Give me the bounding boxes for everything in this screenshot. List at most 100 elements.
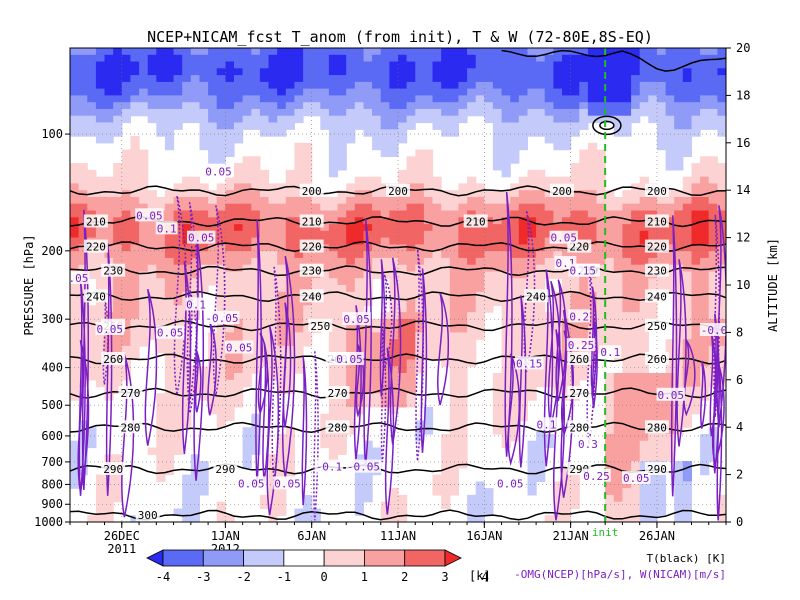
omega-contour bbox=[186, 202, 199, 405]
anomaly-cell bbox=[562, 129, 572, 137]
anomaly-cell bbox=[691, 68, 701, 76]
anomaly-cell bbox=[113, 68, 123, 76]
anomaly-cell bbox=[87, 440, 97, 449]
anomaly-cell bbox=[682, 88, 692, 96]
anomaly-cell bbox=[432, 122, 442, 130]
isotherm-closed bbox=[592, 115, 622, 136]
anomaly-cell bbox=[277, 230, 287, 239]
anomaly-cell bbox=[389, 68, 399, 76]
anomaly-cell bbox=[406, 400, 416, 408]
anomaly-cell bbox=[156, 197, 166, 205]
anomaly-cell bbox=[225, 48, 235, 56]
anomaly-cell bbox=[648, 115, 658, 124]
anomaly-cell bbox=[682, 298, 692, 306]
anomaly-cell bbox=[311, 88, 321, 96]
anomaly-cell bbox=[164, 136, 175, 144]
anomaly-cell bbox=[458, 427, 468, 435]
anomaly-cell bbox=[553, 122, 563, 130]
anomaly-cell bbox=[665, 379, 675, 388]
anomaly-cell bbox=[121, 81, 131, 90]
anomaly-cell bbox=[398, 197, 408, 205]
anomaly-cell bbox=[717, 312, 726, 320]
anomaly-cell bbox=[259, 183, 270, 191]
anomaly-cell bbox=[613, 494, 623, 503]
anomaly-cell bbox=[70, 461, 80, 469]
anomaly-cell bbox=[139, 54, 149, 63]
anomaly-cell bbox=[682, 461, 692, 469]
anomaly-cell bbox=[389, 203, 399, 212]
anomaly-cell bbox=[380, 339, 390, 347]
anomaly-cell bbox=[544, 325, 554, 333]
isotherm-290 bbox=[70, 463, 726, 475]
anomaly-cell bbox=[631, 183, 641, 191]
anomaly-cell bbox=[700, 54, 710, 63]
anomaly-cell bbox=[596, 237, 606, 245]
anomaly-cell bbox=[259, 95, 270, 103]
anomaly-cell bbox=[277, 264, 287, 273]
anomaly-cell bbox=[570, 68, 580, 76]
anomaly-cell bbox=[708, 88, 718, 96]
anomaly-cell bbox=[432, 345, 442, 354]
anomaly-cell bbox=[544, 136, 554, 144]
anomaly-cell bbox=[536, 237, 546, 245]
anomaly-cell bbox=[717, 298, 726, 306]
anomaly-cell bbox=[492, 203, 503, 212]
anomaly-cell bbox=[182, 515, 192, 522]
anomaly-cell bbox=[423, 237, 434, 245]
anomaly-cell bbox=[527, 488, 537, 496]
anomaly-cell bbox=[631, 271, 641, 279]
anomaly-cell bbox=[665, 224, 675, 232]
anomaly-cell bbox=[225, 298, 235, 306]
anomaly-cell bbox=[406, 61, 416, 69]
anomaly-cell bbox=[682, 81, 692, 90]
anomaly-cell bbox=[147, 312, 157, 320]
anomaly-cell bbox=[363, 481, 373, 489]
anomaly-cell bbox=[78, 75, 88, 83]
anomaly-cell bbox=[190, 271, 200, 279]
anomaly-cell bbox=[674, 197, 684, 205]
anomaly-cell bbox=[398, 75, 408, 83]
anomaly-cell bbox=[208, 68, 218, 76]
anomaly-cell bbox=[527, 373, 537, 381]
anomaly-cell bbox=[380, 400, 390, 408]
anomaly-cell bbox=[700, 88, 710, 96]
anomaly-cell bbox=[363, 54, 373, 63]
anomaly-cell bbox=[423, 427, 434, 435]
anomaly-cell bbox=[251, 366, 261, 374]
anomaly-cell bbox=[104, 176, 114, 185]
anomaly-cell bbox=[303, 257, 313, 266]
anomaly-cell bbox=[570, 61, 580, 69]
anomaly-cell bbox=[173, 230, 183, 239]
anomaly-cell bbox=[363, 386, 373, 394]
anomaly-cell bbox=[199, 95, 209, 103]
anomaly-cell bbox=[113, 102, 123, 110]
anomaly-cell bbox=[164, 88, 175, 96]
isotherm-240 bbox=[70, 290, 726, 303]
anomaly-cell bbox=[631, 224, 641, 232]
anomaly-cell bbox=[553, 68, 563, 76]
anomaly-cell bbox=[130, 142, 140, 151]
anomaly-cell bbox=[682, 176, 692, 185]
anomaly-cell bbox=[613, 61, 623, 69]
anomaly-cell bbox=[320, 427, 330, 435]
anomaly-cell bbox=[182, 413, 192, 422]
anomaly-cell bbox=[492, 190, 503, 198]
anomaly-cell bbox=[303, 156, 313, 164]
anomaly-cell bbox=[259, 257, 270, 266]
anomaly-cell bbox=[622, 271, 632, 279]
anomaly-cell bbox=[216, 115, 226, 124]
anomaly-cell bbox=[492, 95, 503, 103]
anomaly-cell bbox=[458, 420, 468, 428]
anomaly-cell bbox=[208, 142, 218, 151]
isotherm-label-bg bbox=[299, 289, 324, 303]
anomaly-cell bbox=[398, 224, 408, 232]
isotherm-label-bg bbox=[118, 420, 143, 434]
anomaly-cell bbox=[622, 400, 632, 408]
anomaly-cell bbox=[536, 183, 546, 191]
anomaly-cell bbox=[682, 332, 692, 340]
anomaly-cell bbox=[113, 61, 123, 69]
anomaly-cell bbox=[579, 149, 589, 157]
anomaly-cell bbox=[449, 54, 459, 63]
anomaly-cell bbox=[199, 386, 209, 394]
omega-contour bbox=[380, 329, 387, 463]
